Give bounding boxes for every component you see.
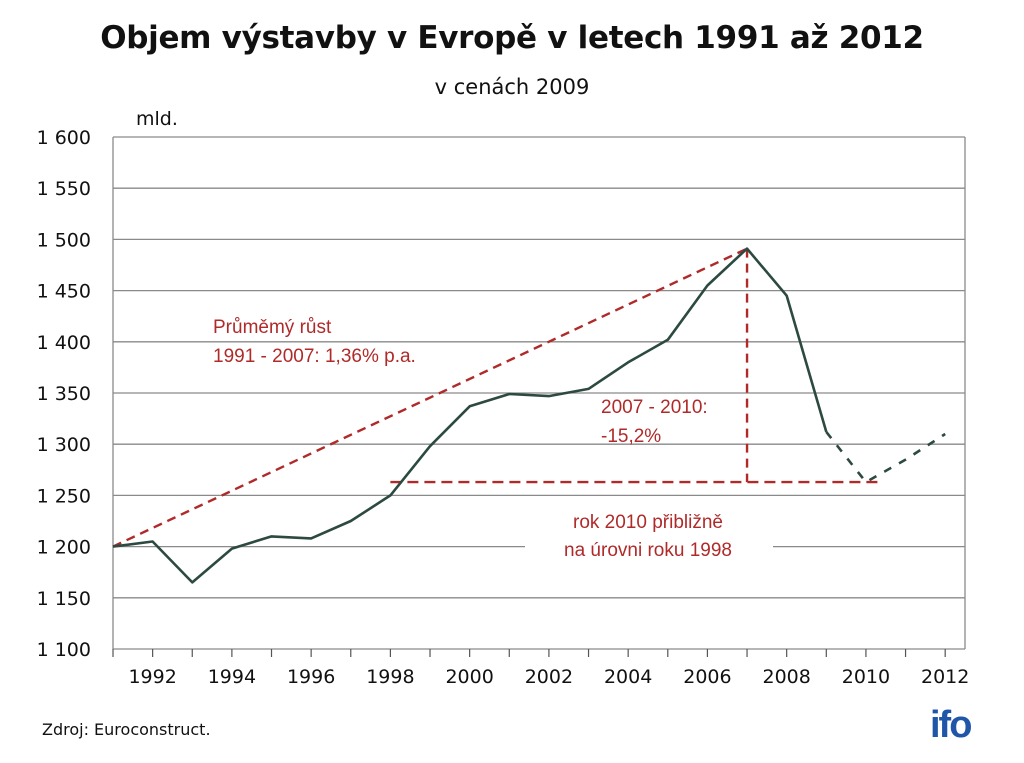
annotation-layer xyxy=(112,247,882,570)
x-tick-label: 2010 xyxy=(842,666,890,688)
level-annotation-text: rok 2010 přibližně xyxy=(573,512,723,533)
drop-annotation-text: 2007 - 2010: xyxy=(601,397,708,418)
label-layer: 1 100 1 150 1 200 1 250 1 300 1 350 1 400 1 450… xyxy=(37,108,970,688)
y-tick-label: 1 450 xyxy=(37,281,91,303)
ifo-logo: ifo xyxy=(930,704,972,746)
growth-trend-line xyxy=(112,247,748,548)
level-text-background xyxy=(525,506,773,570)
x-tick-label: 2012 xyxy=(921,666,969,688)
forecast-series-line xyxy=(825,431,946,484)
x-tick-label: 2000 xyxy=(445,666,493,688)
growth-annotation-text: 1991 - 2007: 1,36% p.a. xyxy=(213,346,416,367)
construction-volume-line xyxy=(112,247,828,584)
x-tick-label: 2004 xyxy=(604,666,652,688)
x-tick-label: 1994 xyxy=(208,666,256,688)
source-note: Zdroj: Euroconstruct. xyxy=(42,720,211,739)
y-tick-label: 1 100 xyxy=(37,639,91,661)
y-tick-label: 1 250 xyxy=(37,485,91,507)
x-tick-label: 2008 xyxy=(762,666,810,688)
x-tick-label: 1996 xyxy=(287,666,335,688)
growth-annotation-text: Průměmý růst xyxy=(213,317,332,338)
y-tick-label: 1 400 xyxy=(37,332,91,354)
series-layer xyxy=(112,247,946,584)
y-tick-label: 1 150 xyxy=(37,588,91,610)
y-axis-unit: mld. xyxy=(136,108,178,130)
axis-layer xyxy=(112,137,966,657)
y-tick-label: 1 600 xyxy=(37,127,91,149)
y-tick-label: 1 550 xyxy=(37,178,91,200)
x-tick-label: 2006 xyxy=(683,666,731,688)
y-tick-label: 1 350 xyxy=(37,383,91,405)
chart-subtitle: v cenách 2009 xyxy=(434,75,590,99)
drop-annotation-text: -15,2% xyxy=(601,426,661,447)
chart-title: Objem výstavby v Evropě v letech 1991 až… xyxy=(100,20,924,56)
level-annotation-text: na úrovni roku 1998 xyxy=(564,540,732,561)
y-tick-label: 1 200 xyxy=(37,537,91,559)
x-tick-label: 2002 xyxy=(525,666,573,688)
x-tick-label: 1998 xyxy=(366,666,414,688)
y-tick-label: 1 500 xyxy=(37,229,91,251)
grid-layer xyxy=(113,136,965,650)
y-tick-label: 1 300 xyxy=(37,434,91,456)
x-tick-label: 1992 xyxy=(128,666,176,688)
